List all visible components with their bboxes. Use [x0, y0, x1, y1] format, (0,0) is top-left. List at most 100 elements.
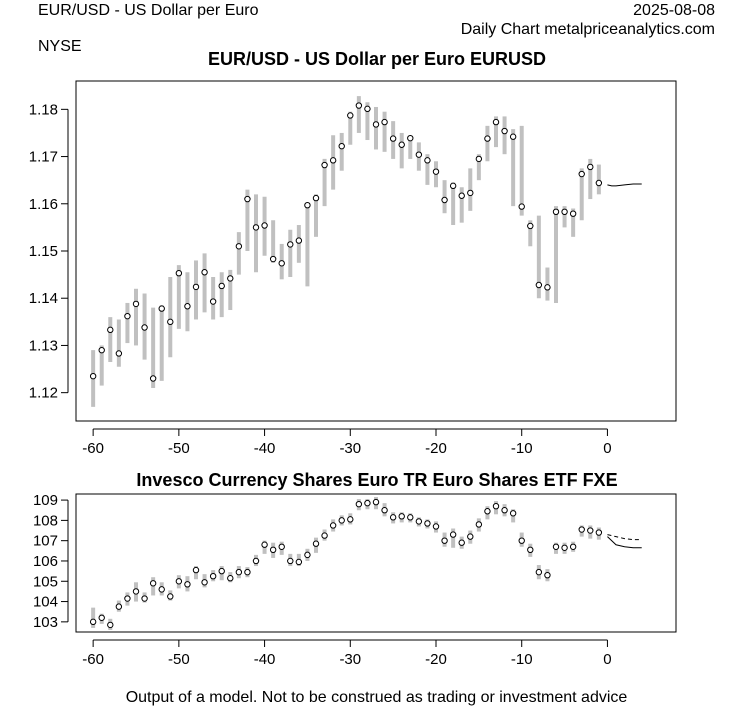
eurusd-x-tick-label: -20	[425, 440, 447, 457]
eurusd-close-point	[595, 179, 603, 187]
eurusd-x-axis: -60 -50 -40 -30 -20 -10 0	[82, 428, 612, 457]
eurusd-close-point	[552, 208, 560, 216]
fxe-x-axis: -60 -50 -40 -30 -20 -10 0	[82, 639, 612, 668]
fxe-close-point	[424, 520, 431, 527]
eurusd-close-point	[492, 118, 500, 126]
eurusd-close-point	[415, 151, 423, 158]
eurusd-close-point	[167, 318, 174, 326]
eurusd-close-point	[149, 375, 157, 382]
eurusd-close-point	[287, 241, 294, 248]
fxe-close-point	[158, 586, 165, 593]
eurusd-x-tick-label: -40	[254, 440, 276, 457]
eurusd-close-point	[587, 163, 594, 171]
fxe-close-point	[355, 500, 363, 508]
fxe-close-point	[201, 579, 208, 586]
fxe-y-tick-label: 108	[33, 512, 58, 529]
fxe-chart: Invesco Currency Shares Euro TR Euro Sha…	[33, 470, 677, 668]
fxe-close-point	[235, 568, 243, 576]
fxe-close-point	[261, 541, 268, 548]
fxe-close-point	[552, 543, 560, 550]
eurusd-close-point	[124, 312, 131, 320]
fxe-close-point	[484, 508, 491, 515]
fxe-close-point	[347, 516, 354, 523]
fxe-close-point	[372, 498, 380, 506]
fxe-close-point	[338, 517, 345, 524]
fxe-x-tick-label: -50	[168, 651, 190, 668]
eurusd-x-tick-label: -30	[339, 440, 361, 457]
eurusd-close-point	[158, 305, 165, 312]
fxe-close-point	[312, 540, 320, 547]
eurusd-x-tick-label: 0	[603, 440, 611, 457]
eurusd-y-tick-label: 1.16	[29, 196, 58, 213]
eurusd-close-point	[509, 133, 517, 140]
eurusd-close-point	[321, 161, 328, 169]
eurusd-close-point	[569, 210, 577, 217]
eurusd-close-point	[295, 237, 303, 244]
fxe-x-tick-label: -20	[425, 651, 447, 668]
fxe-close-point	[587, 527, 594, 534]
fxe-close-point	[141, 595, 148, 602]
eurusd-y-tick-label: 1.13	[29, 337, 58, 354]
exchange-label: NYSE	[38, 38, 82, 55]
fxe-close-point	[227, 575, 234, 582]
fxe-close-point	[115, 603, 123, 610]
fxe-x-tick-label: -30	[339, 651, 361, 668]
eurusd-close-point	[115, 350, 123, 357]
eurusd-close-point	[252, 224, 260, 231]
eurusd-close-point	[518, 203, 525, 210]
eurusd-forecast	[607, 183, 642, 187]
eurusd-close-point	[235, 243, 243, 250]
fxe-close-point	[329, 522, 337, 529]
fxe-close-point	[492, 502, 500, 510]
eurusd-close-point	[458, 192, 465, 199]
fxe-close-point	[467, 533, 474, 540]
fxe-close-point	[98, 614, 105, 621]
eurusd-close-point	[192, 283, 200, 291]
eurusd-close-point	[244, 195, 251, 203]
eurusd-y-tick-label: 1.18	[29, 101, 58, 118]
eurusd-close-point	[261, 222, 268, 229]
fxe-close-point	[269, 546, 277, 554]
eurusd-close-point	[227, 275, 234, 282]
eurusd-close-point	[175, 269, 183, 277]
fxe-y-tick-label: 104	[33, 594, 58, 611]
eurusd-close-point	[501, 127, 508, 135]
fxe-close-point	[441, 537, 448, 544]
fxe-close-point	[389, 514, 397, 521]
eurusd-y-tick-label: 1.12	[29, 385, 58, 402]
fxe-y-axis: 103 104 105 106 107 108 109	[33, 492, 69, 631]
fxe-close-point	[458, 539, 465, 546]
fxe-close-point	[364, 499, 371, 507]
eurusd-chart-title: EUR/USD - US Dollar per Euro EURUSD	[208, 49, 546, 69]
eurusd-x-tick-label: -50	[168, 440, 190, 457]
fxe-close-point	[578, 526, 585, 533]
eurusd-points	[89, 102, 603, 382]
eurusd-close-point	[201, 269, 208, 276]
eurusd-y-axis: 1.12 1.13 1.14 1.15 1.16 1.17 1.18	[29, 101, 69, 402]
fxe-close-point	[209, 572, 217, 580]
fxe-close-point	[449, 531, 457, 538]
eurusd-close-point	[218, 282, 225, 290]
fxe-close-point	[167, 593, 174, 600]
eurusd-close-point	[475, 155, 483, 163]
eurusd-close-point	[527, 222, 534, 230]
eurusd-close-point	[132, 300, 140, 308]
eurusd-close-point	[347, 112, 354, 119]
eurusd-close-point	[89, 372, 97, 380]
chart-page-title: EUR/USD - US Dollar per Euro	[38, 2, 259, 19]
fxe-x-tick-label: -40	[254, 651, 276, 668]
eurusd-close-point	[578, 170, 585, 178]
eurusd-close-point	[269, 255, 277, 263]
fxe-close-point	[107, 621, 114, 629]
fxe-y-tick-label: 107	[33, 533, 58, 550]
eurusd-close-point	[209, 298, 217, 305]
eurusd-close-point	[449, 182, 457, 190]
fxe-close-point	[321, 532, 328, 539]
eurusd-close-point	[355, 102, 363, 109]
fxe-close-point	[278, 543, 285, 550]
fxe-close-point	[432, 523, 440, 530]
eurusd-chart: EUR/USD - US Dollar per Euro EURUSD -60-…	[29, 49, 677, 457]
chart-date: 2025-08-08	[633, 2, 715, 19]
fxe-forecast-line-dashed	[607, 534, 642, 541]
eurusd-close-point	[338, 142, 345, 150]
